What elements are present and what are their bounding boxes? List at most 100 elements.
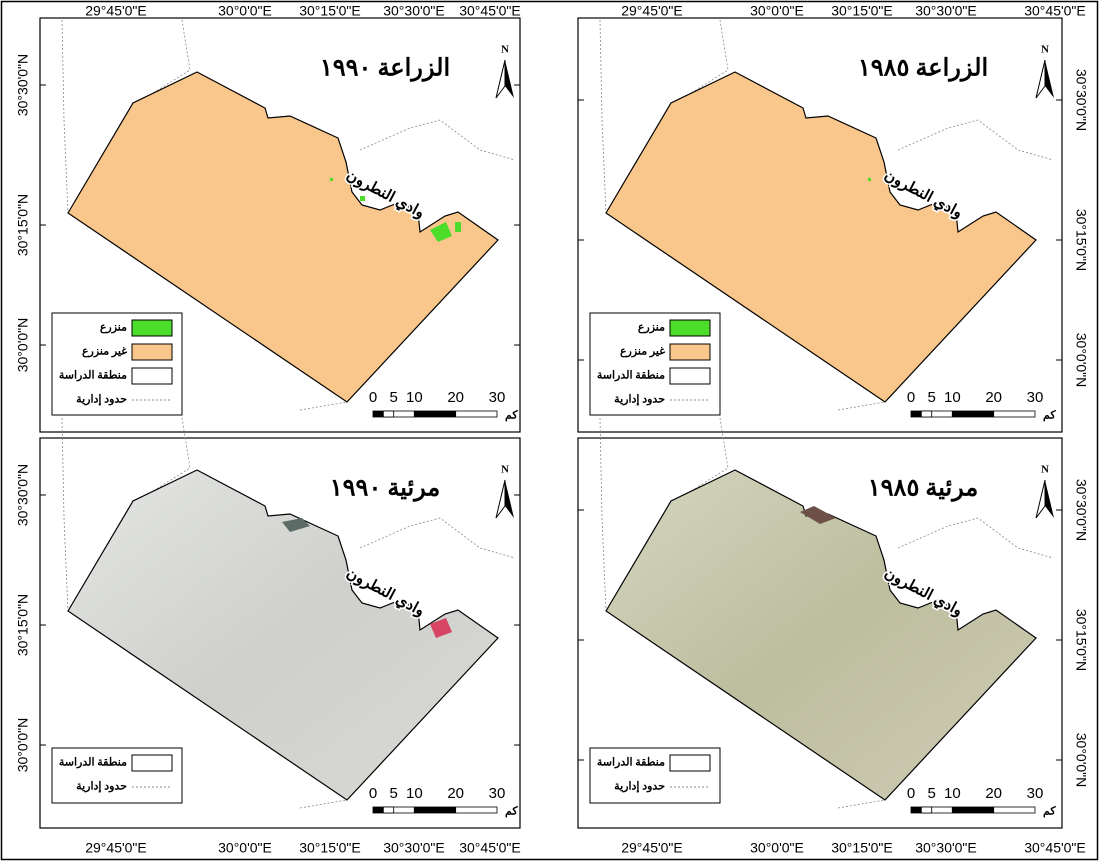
latitude-label: 30°30'0"N bbox=[1073, 69, 1089, 131]
scale-label: 30 bbox=[489, 389, 506, 406]
longitude-label: 30°15'0"E bbox=[299, 840, 361, 856]
scale-segment bbox=[383, 807, 393, 813]
north-label: N bbox=[1041, 464, 1049, 476]
scale-segment bbox=[394, 411, 415, 417]
map-title: مرئية ١٩٩٠ bbox=[330, 476, 440, 503]
legend-label: منطقة الدراسة bbox=[59, 757, 127, 769]
scale-label: 10 bbox=[944, 785, 961, 802]
longitude-label: 30°45'0"E bbox=[459, 840, 521, 856]
scale-label: 20 bbox=[447, 389, 464, 406]
scale-label: 5 bbox=[927, 785, 935, 802]
longitude-label: 30°15'0"E bbox=[831, 3, 893, 19]
scale-label: 30 bbox=[489, 785, 506, 802]
longitude-label: 30°0'0"E bbox=[218, 3, 272, 19]
scale-unit: كم bbox=[1043, 410, 1056, 422]
legend-swatch bbox=[670, 755, 710, 771]
longitude-label: 30°30'0"E bbox=[915, 3, 977, 19]
scale-label: 30 bbox=[1027, 785, 1044, 802]
legend-swatch bbox=[670, 320, 710, 336]
longitude-label: 30°45'0"E bbox=[459, 3, 521, 19]
north-label: N bbox=[1041, 44, 1049, 56]
longitude-label: 30°30'0"E bbox=[383, 840, 445, 856]
latitude-label: 30°30'0"N bbox=[15, 464, 31, 526]
scale-segment bbox=[394, 807, 415, 813]
longitude-label: 29°45'0"E bbox=[85, 840, 147, 856]
cultivated-patch bbox=[330, 178, 333, 181]
longitude-label: 29°45'0"E bbox=[621, 840, 683, 856]
scale-segment bbox=[414, 411, 455, 417]
legend-label: منزرع bbox=[638, 322, 665, 334]
legend-label: منطقة الدراسة bbox=[597, 370, 665, 382]
longitude-label: 29°45'0"E bbox=[621, 3, 683, 19]
latitude-label: 30°0'0"N bbox=[15, 318, 31, 373]
legend-swatch bbox=[132, 368, 172, 384]
scale-segment bbox=[994, 411, 1035, 417]
scale-unit: كم bbox=[1043, 806, 1056, 818]
cultivated-patch bbox=[868, 178, 871, 181]
latitude-label: 30°30'0"N bbox=[15, 54, 31, 116]
legend-label: غير منزرع bbox=[620, 346, 665, 358]
scale-segment bbox=[952, 807, 993, 813]
legend-swatch bbox=[670, 344, 710, 360]
longitude-label: 30°15'0"E bbox=[831, 840, 893, 856]
legend-label: حدود إدارية bbox=[614, 394, 665, 407]
scale-segment bbox=[921, 411, 931, 417]
scale-segment bbox=[414, 807, 455, 813]
scale-unit: كم bbox=[505, 806, 518, 818]
scale-label: 20 bbox=[985, 389, 1002, 406]
scale-segment bbox=[932, 411, 953, 417]
legend-swatch bbox=[670, 368, 710, 384]
legend-label: منطقة الدراسة bbox=[59, 370, 127, 382]
scale-label: 5 bbox=[389, 389, 397, 406]
scale-label: 0 bbox=[369, 785, 377, 802]
legend-label: منطقة الدراسة bbox=[597, 757, 665, 769]
latitude-label: 30°15'0"N bbox=[15, 594, 31, 656]
legend-swatch bbox=[132, 320, 172, 336]
scale-label: 20 bbox=[447, 785, 464, 802]
scale-label: 0 bbox=[369, 389, 377, 406]
longitude-label: 30°45'0"E bbox=[1024, 840, 1086, 856]
map-sheet: وادي النطرونالزراعة ١٩٩٠Nمنزرعغير منزرعم… bbox=[0, 0, 1099, 862]
map-title: الزراعة ١٩٨٥ bbox=[858, 56, 988, 83]
legend-swatch bbox=[132, 755, 172, 771]
scale-segment bbox=[952, 411, 993, 417]
longitude-label: 30°15'0"E bbox=[299, 3, 361, 19]
latitude-label: 30°0'0"N bbox=[15, 718, 31, 773]
longitude-label: 29°45'0"E bbox=[85, 3, 147, 19]
scale-segment bbox=[921, 807, 931, 813]
legend-label: حدود إدارية bbox=[76, 394, 127, 407]
longitude-label: 30°45'0"E bbox=[1024, 3, 1086, 19]
scale-segment bbox=[456, 807, 497, 813]
latitude-label: 30°15'0"N bbox=[1073, 609, 1089, 671]
scale-label: 0 bbox=[907, 389, 915, 406]
scale-label: 5 bbox=[389, 785, 397, 802]
latitude-label: 30°30'0"N bbox=[1073, 479, 1089, 541]
scale-segment bbox=[994, 807, 1035, 813]
legend-label: حدود إدارية bbox=[76, 781, 127, 794]
longitude-label: 30°0'0"E bbox=[218, 840, 272, 856]
latitude-label: 30°15'0"N bbox=[1073, 209, 1089, 271]
scale-label: 10 bbox=[406, 389, 423, 406]
map-title: مرئية ١٩٨٥ bbox=[868, 476, 978, 503]
scale-label: 10 bbox=[406, 785, 423, 802]
latitude-label: 30°15'0"N bbox=[15, 194, 31, 256]
north-label: N bbox=[501, 44, 509, 56]
scale-label: 30 bbox=[1027, 389, 1044, 406]
latitude-label: 30°0'0"N bbox=[1073, 333, 1089, 388]
map-panel: وادي النطرونالزراعة ١٩٩٠Nمنزرعغير منزرعم… bbox=[15, 18, 520, 432]
map-title: الزراعة ١٩٩٠ bbox=[320, 56, 450, 83]
legend-label: منزرع bbox=[100, 322, 127, 334]
latitude-label: 30°0'0"N bbox=[1073, 733, 1089, 788]
scale-segment bbox=[383, 411, 393, 417]
legend-label: غير منزرع bbox=[82, 346, 127, 358]
scale-label: 5 bbox=[927, 389, 935, 406]
scale-unit: كم bbox=[505, 410, 518, 422]
scale-label: 0 bbox=[907, 785, 915, 802]
legend-label: حدود إدارية bbox=[614, 781, 665, 794]
north-label: N bbox=[501, 464, 509, 476]
scale-segment bbox=[456, 411, 497, 417]
longitude-label: 30°30'0"E bbox=[915, 840, 977, 856]
